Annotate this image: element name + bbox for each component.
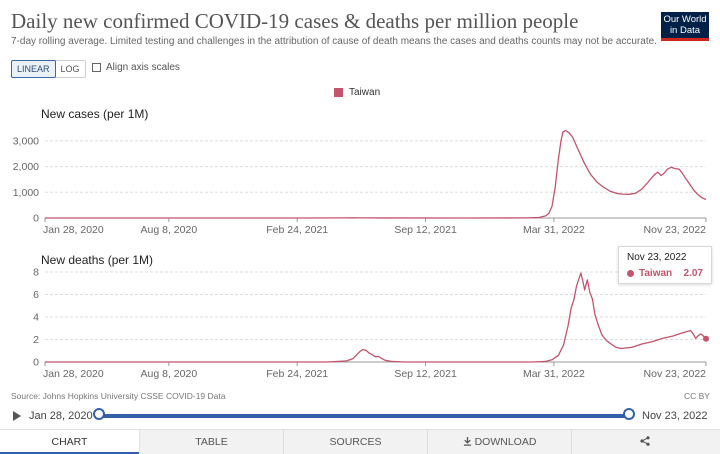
logo-line-2: in Data: [669, 25, 701, 36]
tab-download[interactable]: DOWNLOAD: [427, 430, 571, 454]
log-scale-button[interactable]: LOG: [60, 64, 80, 74]
deaths-x-tick-label: Mar 31, 2022: [523, 368, 585, 380]
align-axis-checkbox[interactable]: [92, 63, 101, 72]
timeline-start-handle[interactable]: [93, 408, 105, 420]
deaths-x-tick-label: Aug 8, 2020: [141, 368, 198, 380]
source-note[interactable]: Source: Johns Hopkins University CSSE CO…: [11, 391, 226, 401]
cases-y-tick-label: 3,000: [13, 135, 39, 147]
deaths-hover-point: [703, 335, 709, 342]
cases-x-tick-label: Feb 24, 2021: [266, 224, 328, 236]
cases-y-tick-label: 1,000: [13, 187, 39, 199]
cases-series-line-taiwan: [45, 129, 707, 219]
scale-toggle: LINEAR LOG: [11, 60, 86, 78]
timeline-track[interactable]: [98, 414, 630, 418]
deaths-x-tick-label: Nov 23, 2022: [644, 368, 707, 380]
cases-x-tick-label: Nov 23, 2022: [644, 224, 707, 236]
cases-y-tick-label: 2,000: [13, 161, 39, 173]
legend-swatch: [334, 88, 343, 97]
align-axis-toggle[interactable]: Align axis scales: [92, 62, 180, 73]
tab-download-label: DOWNLOAD: [474, 436, 537, 448]
share-icon: [639, 436, 650, 446]
cases-x-tick-label: Aug 8, 2020: [141, 224, 198, 236]
legend[interactable]: Taiwan: [334, 87, 380, 98]
license-link[interactable]: CC BY: [684, 391, 710, 401]
cases-x-tick-label: Sep 12, 2021: [394, 224, 457, 236]
tooltip-entity: Taiwan: [639, 268, 673, 279]
tab-bar: CHART TABLE SOURCES DOWNLOAD: [0, 429, 720, 454]
cases-x-tick-label: Jan 28, 2020: [43, 224, 104, 236]
chart-title: Daily new confirmed COVID-19 cases & dea…: [11, 9, 579, 33]
tooltip-value: 2.07: [683, 268, 703, 279]
hover-tooltip: Nov 23, 2022 Taiwan 2.07: [618, 246, 712, 284]
cases-chart[interactable]: 0 1,000 2,000 3,000 Jan 28, 2020 Aug 8, 2020 F…: [0, 120, 720, 242]
chart-subtitle: 7-day rolling average. Limited testing a…: [11, 36, 657, 47]
align-axis-label: Align axis scales: [106, 62, 180, 73]
deaths-y-tick-label: 8: [33, 267, 39, 279]
deaths-y-tick-label: 6: [33, 289, 39, 301]
deaths-x-tick-label: Sep 12, 2021: [394, 368, 457, 380]
play-icon[interactable]: [13, 411, 21, 421]
timeline-end-handle[interactable]: [623, 408, 635, 420]
cases-y-tick-label: 0: [33, 213, 39, 225]
deaths-x-tick-label: Jan 28, 2020: [43, 368, 104, 380]
tooltip-series-dot: [627, 270, 634, 277]
logo-accent-bar: [661, 38, 709, 41]
linear-scale-button[interactable]: LINEAR: [11, 60, 56, 78]
cases-x-tick-label: Mar 31, 2022: [523, 224, 585, 236]
deaths-y-tick-label: 4: [33, 312, 39, 324]
tab-table[interactable]: TABLE: [139, 430, 283, 454]
deaths-chart[interactable]: 0 2 4 6 8 Jan 28, 2020 Aug 8, 2020 Feb 24, 2021…: [0, 264, 720, 386]
deaths-series-line-taiwan: [45, 272, 707, 363]
timeline-end-label: Nov 23, 2022: [642, 410, 708, 422]
logo-line-1: Our World: [663, 14, 707, 25]
deaths-x-tick-label: Feb 24, 2021: [266, 368, 328, 380]
deaths-panel-title: New deaths (per 1M): [41, 253, 154, 267]
timeline-start-label: Jan 28, 2020: [29, 410, 93, 422]
owid-logo[interactable]: Our World in Data: [661, 12, 709, 41]
tab-sources[interactable]: SOURCES: [283, 430, 427, 454]
tooltip-date: Nov 23, 2022: [627, 252, 687, 263]
deaths-y-tick-label: 0: [33, 357, 39, 369]
deaths-y-tick-label: 2: [33, 334, 39, 346]
cases-panel-title: New cases (per 1M): [41, 107, 149, 121]
tab-chart[interactable]: CHART: [0, 430, 139, 454]
tab-share[interactable]: [571, 430, 720, 454]
legend-label: Taiwan: [349, 87, 381, 98]
download-icon: [463, 437, 471, 446]
